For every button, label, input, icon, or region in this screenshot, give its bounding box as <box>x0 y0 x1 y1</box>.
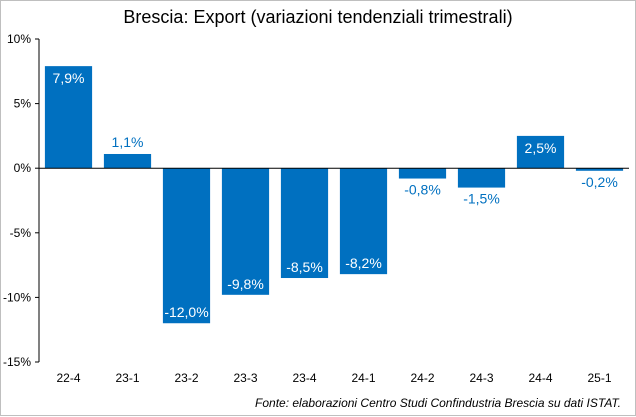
data-label: -8,5% <box>286 259 323 275</box>
bar <box>575 168 624 171</box>
bar <box>162 168 211 324</box>
bar <box>339 168 388 275</box>
data-label: -0,8% <box>404 182 441 198</box>
x-tick-label: 24-1 <box>351 371 375 385</box>
x-tick-label: 23-2 <box>174 371 198 385</box>
x-tick-label: 23-4 <box>292 371 316 385</box>
chart-title: Brescia: Export (variazioni tendenziali … <box>123 7 513 27</box>
bar <box>457 168 506 188</box>
y-tick-label: 10% <box>7 32 31 46</box>
y-tick-label: -15% <box>3 355 31 369</box>
data-label: -1,5% <box>463 191 500 207</box>
x-tick-label: 24-2 <box>410 371 434 385</box>
data-label: 1,1% <box>112 134 144 150</box>
data-label: -0,2% <box>581 174 618 190</box>
x-tick-label: 24-3 <box>469 371 493 385</box>
bar <box>103 153 152 169</box>
x-tick-label: 25-1 <box>587 371 611 385</box>
data-label: -9,8% <box>227 276 264 292</box>
data-label: -12,0% <box>164 304 208 320</box>
data-label: -8,2% <box>345 255 382 271</box>
y-tick-label: 5% <box>14 97 32 111</box>
bar <box>398 168 447 179</box>
x-tick-label: 22-4 <box>56 371 80 385</box>
x-tick-label: 24-4 <box>528 371 552 385</box>
y-tick-label: 0% <box>14 161 32 175</box>
source-note: Fonte: elaborazioni Centro Studi Confind… <box>255 396 621 410</box>
y-tick-label: -5% <box>10 226 32 240</box>
bar <box>221 168 270 295</box>
x-tick-label: 23-3 <box>233 371 257 385</box>
bar <box>44 66 93 169</box>
y-tick-label: -10% <box>3 290 31 304</box>
bar <box>280 168 329 279</box>
data-label: 7,9% <box>53 70 85 86</box>
data-label: 2,5% <box>525 140 557 156</box>
bar <box>516 135 565 169</box>
x-tick-label: 23-1 <box>115 371 139 385</box>
